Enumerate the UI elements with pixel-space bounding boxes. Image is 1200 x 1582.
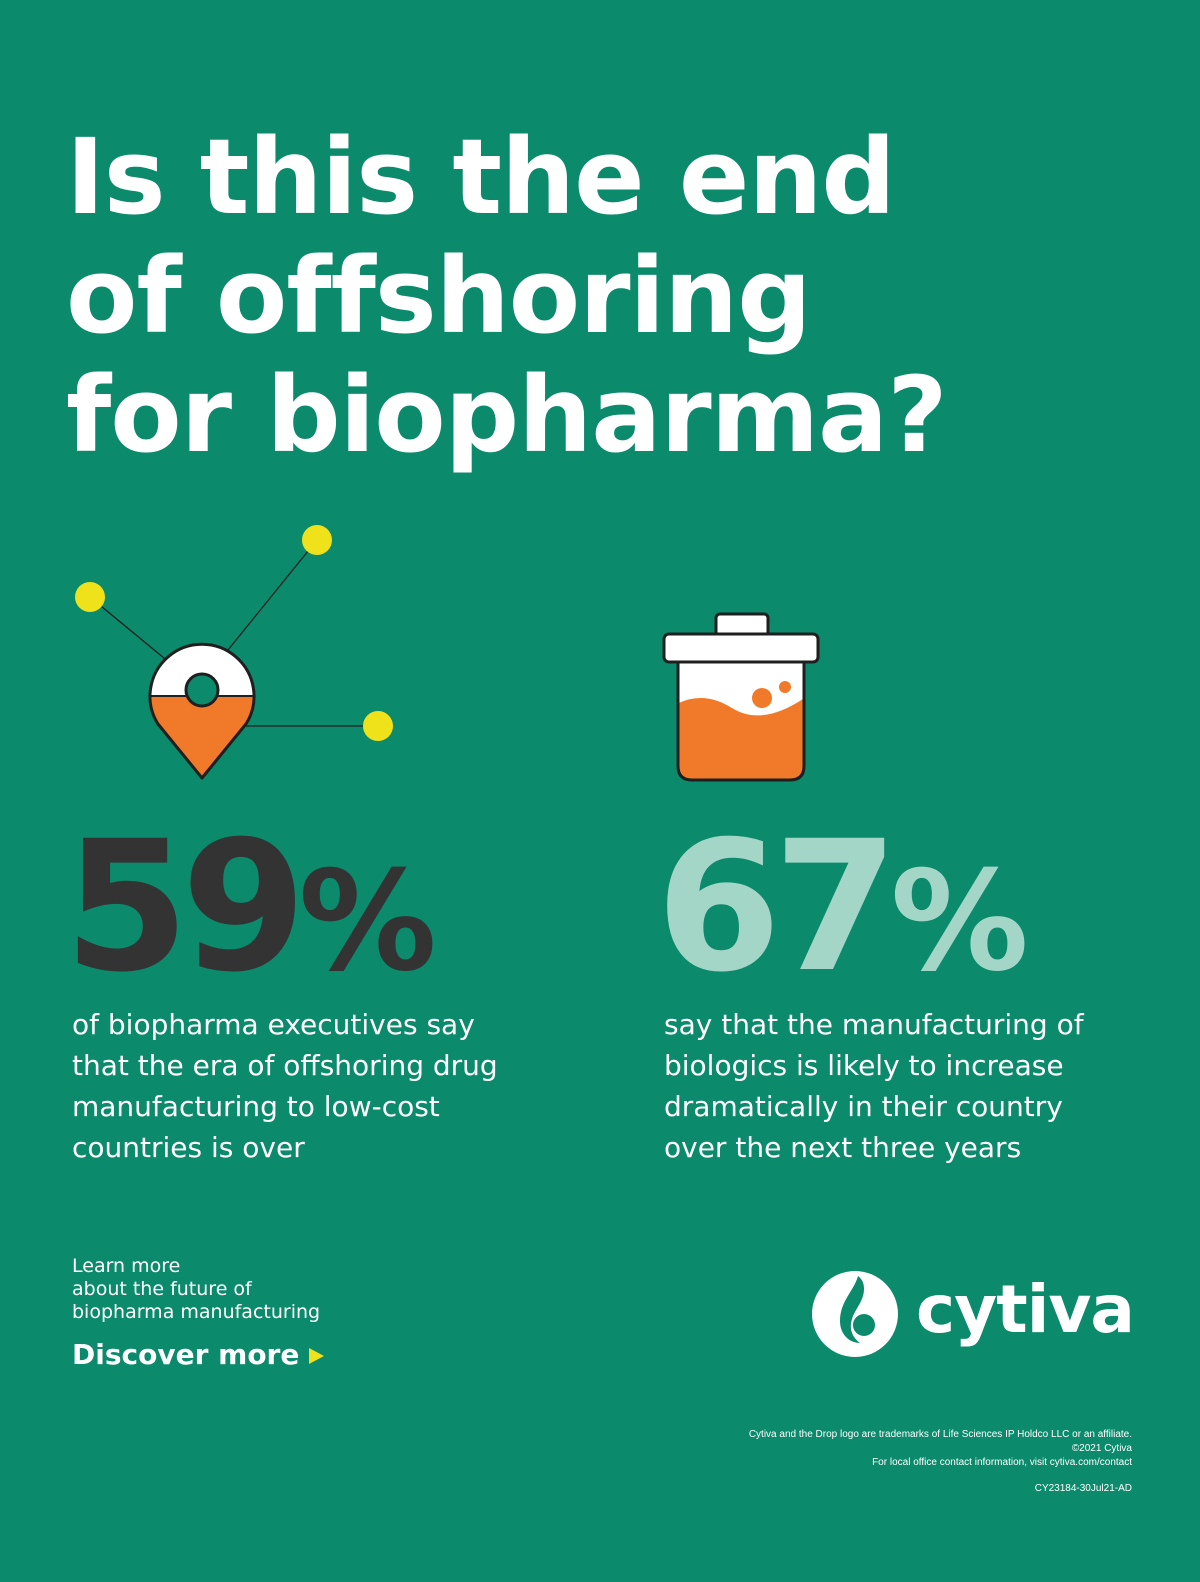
play-arrow-icon [309, 1348, 325, 1364]
legal-line: ©2021 Cytiva [1071, 1443, 1132, 1454]
stat-description-biologics: say that the manufacturing of biologics … [664, 1008, 1084, 1164]
cytiva-drop-logo-icon [812, 1271, 898, 1357]
headline-line: Is this the end [66, 116, 896, 238]
legal-line: For local office contact information, vi… [872, 1457, 1132, 1468]
stat-unit: % [298, 841, 437, 1002]
specimen-jar-icon [662, 612, 820, 782]
discover-more-link[interactable]: Discover more [72, 1338, 325, 1372]
document-code: CY23184-30Jul21-AD [1034, 1483, 1132, 1494]
legal-line: Cytiva and the Drop logo are trademarks … [748, 1429, 1132, 1440]
cta-line: Learn more [72, 1255, 181, 1277]
cta-block: Learn more about the future of biopharma… [72, 1255, 432, 1372]
stat-number: 59 [64, 803, 306, 1012]
headline-line: of offshoring [66, 235, 812, 357]
stat-number: 67 [656, 803, 898, 1012]
brand-name: cytiva [916, 1271, 1135, 1348]
headline: Is this the end of offshoring for biopha… [66, 116, 948, 476]
discover-more-label: Discover more [72, 1338, 300, 1371]
cta-line: about the future of [72, 1278, 252, 1300]
stat-unit: % [890, 841, 1029, 1002]
legal-notice: Cytiva and the Drop logo are trademarks … [532, 1428, 1132, 1496]
cytiva-logo: cytiva [812, 1268, 1135, 1368]
stat-value-biologics: 67% [656, 818, 1029, 1012]
location-pin-network-icon [75, 525, 393, 780]
stat-value-offshoring: 59% [64, 818, 437, 1012]
stat-description-offshoring: of biopharma executives say that the era… [72, 1008, 498, 1164]
headline-line: for biopharma? [66, 354, 948, 476]
cta-line: biopharma manufacturing [72, 1301, 321, 1323]
